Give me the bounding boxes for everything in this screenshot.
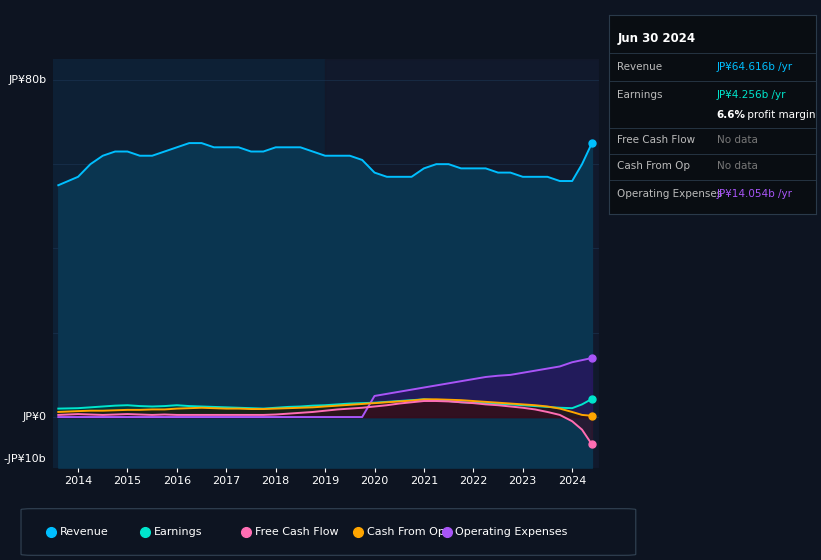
Text: Cash From Op: Cash From Op — [617, 161, 690, 171]
Text: JP¥80b: JP¥80b — [8, 75, 47, 85]
Text: Revenue: Revenue — [59, 527, 108, 537]
Text: Revenue: Revenue — [617, 62, 663, 72]
Text: JP¥0: JP¥0 — [22, 412, 47, 422]
Text: No data: No data — [717, 136, 758, 146]
Text: profit margin: profit margin — [744, 110, 815, 119]
Text: Operating Expenses: Operating Expenses — [617, 189, 722, 199]
Text: JP¥4.256b /yr: JP¥4.256b /yr — [717, 90, 787, 100]
Text: JP¥64.616b /yr: JP¥64.616b /yr — [717, 62, 793, 72]
Text: JP¥14.054b /yr: JP¥14.054b /yr — [717, 189, 793, 199]
Text: -JP¥10b: -JP¥10b — [4, 454, 47, 464]
Text: Earnings: Earnings — [154, 527, 203, 537]
Text: Jun 30 2024: Jun 30 2024 — [617, 32, 695, 45]
Text: Earnings: Earnings — [617, 90, 663, 100]
Text: Free Cash Flow: Free Cash Flow — [617, 136, 695, 146]
Text: Cash From Op: Cash From Op — [367, 527, 445, 537]
Bar — [325, 59, 599, 468]
Text: Free Cash Flow: Free Cash Flow — [255, 527, 338, 537]
Text: 6.6%: 6.6% — [717, 110, 745, 119]
Text: Operating Expenses: Operating Expenses — [456, 527, 568, 537]
Text: No data: No data — [717, 161, 758, 171]
FancyBboxPatch shape — [21, 508, 635, 556]
